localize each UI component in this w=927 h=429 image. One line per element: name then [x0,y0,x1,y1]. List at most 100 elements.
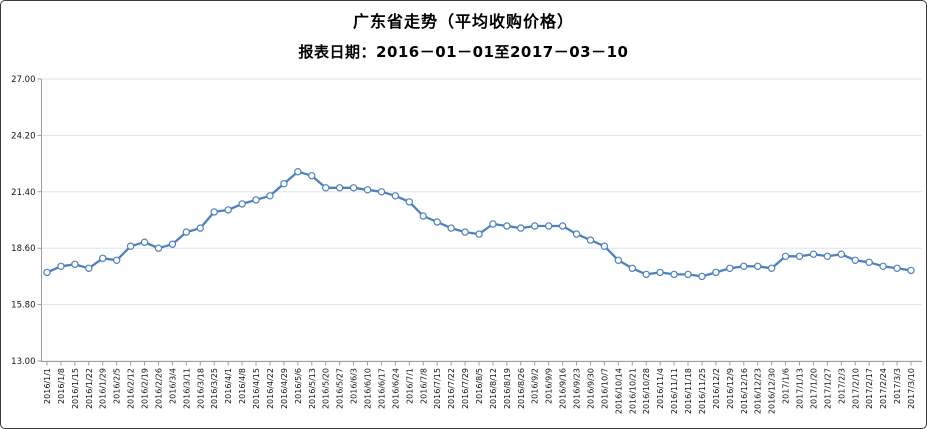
y-tick-label: 13.00 [11,357,35,367]
x-tick-label: 2016/9/2 [531,368,540,404]
x-tick-label: 2016/12/16 [740,368,749,414]
x-tick-label: 2016/4/22 [266,368,275,409]
x-tick-label: 2016/12/30 [768,368,777,414]
data-point-marker [391,192,400,200]
x-tick-label: 2016/1/1 [43,368,52,404]
x-tick-label: 2016/5/20 [322,368,331,409]
y-tick-label: 24.20 [11,131,35,141]
x-tick-label: 2016/8/26 [517,368,526,409]
x-tick-label: 2016/12/2 [712,368,721,409]
y-tick-label: 15.80 [11,301,35,311]
data-point-marker [628,264,636,272]
data-point-marker [517,224,525,232]
x-tick-label: 2016/2/19 [141,368,150,409]
data-point-marker [335,184,344,192]
data-point-marker [168,240,177,248]
data-point-marker [531,222,539,230]
x-tick-label: 2016/12/9 [726,368,735,409]
data-point-marker [600,242,609,250]
data-point-marker [447,224,455,232]
x-tick-label: 2016/9/9 [545,368,554,404]
x-tick-label: 2016/6/3 [350,368,359,404]
x-tick-label: 2016/7/29 [461,368,470,409]
x-tick-label: 2016/6/24 [391,368,400,409]
data-point-marker [461,228,469,236]
data-point-marker [322,184,330,192]
x-tick-label: 2016/8/5 [475,368,484,404]
data-point-marker [71,260,79,268]
data-point-marker [363,186,372,194]
data-point-marker [140,238,149,246]
x-tick-label: 2016/4/15 [252,368,261,409]
data-point-marker [294,167,302,176]
x-tick-label: 2016/1/15 [71,368,80,409]
data-point-marker [126,242,135,250]
data-point-marker [809,250,818,258]
data-point-marker [475,230,483,238]
x-tick-label: 2016/9/30 [586,368,595,409]
x-tick-label: 2016/11/18 [684,368,693,414]
data-point-marker [210,208,218,216]
x-tick-label: 2017/1/27 [823,368,832,409]
x-tick-label: 2016/1/22 [85,368,94,409]
x-tick-label: 2016/10/21 [628,368,637,414]
y-tick-label: 27.00 [11,75,35,85]
data-point-marker [112,256,121,264]
x-tick-label: 2016/8/12 [489,368,498,409]
data-point-marker [795,252,804,260]
data-point-marker [712,268,720,277]
x-tick-label: 2016/1/8 [57,368,66,404]
data-point-marker [781,252,790,260]
x-tick-label: 2017/2/17 [865,368,874,409]
x-tick-label: 2017/2/10 [851,368,860,409]
data-point-marker [503,222,511,230]
data-point-marker [893,264,901,272]
x-tick-label: 2016/5/13 [308,368,317,409]
x-tick-label: 2016/9/16 [559,368,568,409]
data-point-marker [698,272,706,281]
x-tick-label: 2016/6/17 [377,368,386,409]
x-tick-label: 2016/11/11 [670,368,679,414]
x-tick-label: 2016/3/25 [210,368,219,409]
data-point-marker [85,264,93,272]
x-tick-label: 2016/10/14 [614,368,623,414]
x-tick-label: 2016/10/7 [600,368,609,409]
y-tick-label: 18.60 [11,244,35,254]
x-tick-label: 2016/10/28 [642,368,651,414]
chart-subtitle: 报表日期：2016－01－01至2017－03－10 [298,43,629,61]
data-point-marker [308,171,316,180]
x-tick-label: 2016/11/4 [656,368,665,409]
x-tick-label: 2016/4/1 [224,368,233,404]
data-point-marker [656,268,664,277]
data-point-marker [433,218,441,226]
x-tick-label: 2016/8/19 [503,368,512,409]
x-tick-label: 2016/11/25 [698,368,707,414]
x-tick-label: 2017/1/13 [796,368,805,409]
data-point-marker [726,264,734,272]
price-trend-line [45,170,913,278]
x-tick-label: 2016/5/27 [336,368,345,409]
x-tick-label: 2016/5/6 [294,368,303,404]
data-point-marker [614,256,623,264]
x-tick-label: 2017/3/3 [893,368,902,404]
x-tick-label: 2017/1/20 [809,368,818,409]
x-tick-label: 2016/9/23 [573,368,582,409]
x-tick-label: 2016/7/8 [419,368,428,404]
x-tick-label: 2016/4/8 [238,368,247,404]
x-tick-label: 2016/2/12 [127,368,136,409]
data-point-marker [670,270,678,279]
data-point-marker [377,188,386,196]
data-point-marker [823,252,832,260]
x-tick-label: 2016/7/1 [405,368,414,404]
data-point-marker [572,230,581,238]
data-point-marker [419,212,427,220]
data-point-marker [879,262,887,270]
data-point-marker [266,192,274,200]
data-point-marker [767,264,776,272]
data-point-marker [405,198,414,206]
x-tick-label: 2016/12/23 [754,368,763,414]
data-point-marker [642,270,650,279]
data-point-marker [586,236,595,244]
x-tick-label: 2017/3/10 [907,368,916,409]
